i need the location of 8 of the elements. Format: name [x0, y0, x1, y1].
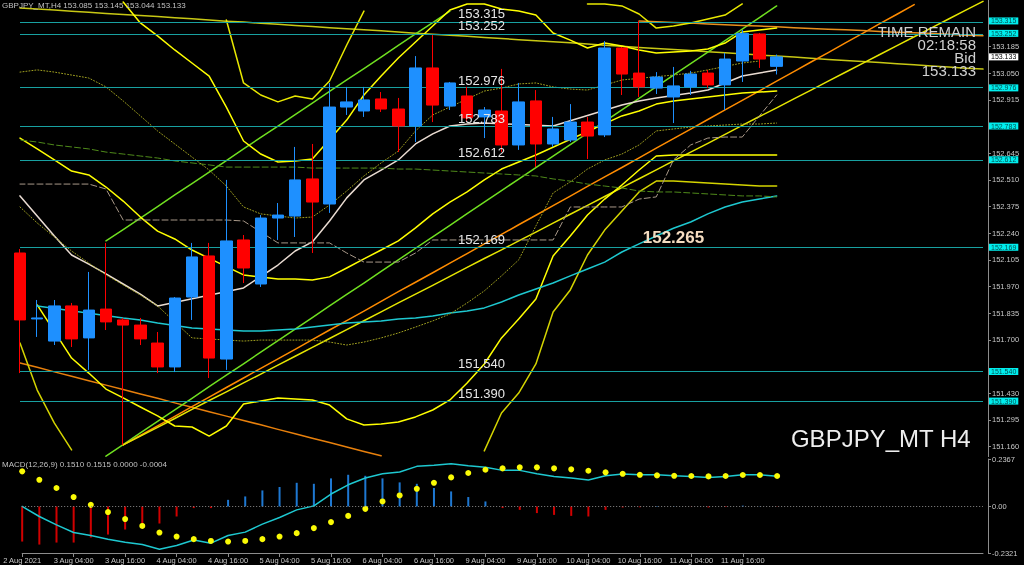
ref-line-label: 152.612 — [458, 144, 505, 160]
chart-title: MACD(12,26,9) 0.1510 0.1515 0.0000 -0.0004 — [2, 459, 168, 469]
data-label: 152.265 — [642, 228, 705, 248]
ref-line-label: 151.390 — [458, 386, 505, 402]
ref-line-label: 153.315 — [458, 5, 505, 21]
ref-line-label: 153.252 — [458, 18, 505, 34]
text: GBPJPY_MT H4 — [790, 424, 971, 452]
chart-subtitle: GBPJPY_MT,H4 153.085 153.145 153.044 153.133 — [2, 0, 187, 10]
